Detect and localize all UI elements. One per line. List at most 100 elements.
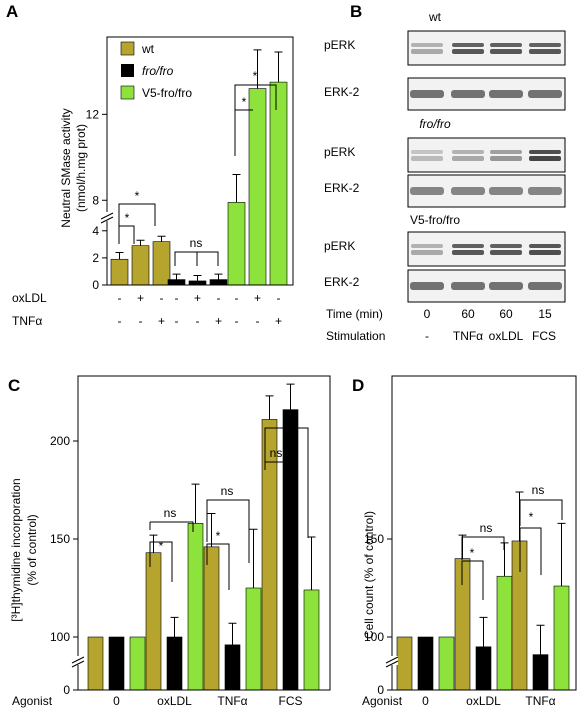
panel-a-bar-0-2 — [152, 241, 171, 286]
blot-erk2-wt-band — [489, 90, 523, 98]
panel-d-errorbar-2-2 — [557, 522, 566, 587]
sig-a1: * — [125, 211, 130, 225]
panel-d-errorbar-1-1 — [479, 616, 488, 647]
blot-perk-wt-band-upper — [452, 43, 484, 47]
blot-title-wt: wt — [428, 10, 442, 24]
legend-label-v5: V5-fro/fro — [142, 86, 192, 100]
blot-erk2-wt-band — [410, 90, 444, 98]
panel-a-errorbar-0-2 — [157, 235, 166, 242]
panel-c-errorbar-3-2 — [307, 536, 316, 590]
panel-a-errorbar-1-0 — [172, 273, 181, 280]
panel-c-ylabel-line1: [³H]thymidine incorporation — [9, 478, 23, 621]
panel-a-ylabel-line1: Neutral SMase activity — [59, 108, 73, 227]
stim-1: TNFα — [453, 329, 483, 343]
sig-d1: ns — [480, 521, 493, 535]
blot-row-label-erk2-fro: ERK-2 — [324, 181, 360, 195]
panel-c-errorbar-2-1 — [228, 622, 237, 645]
panel-d-ytick-label: 0 — [377, 683, 384, 697]
panel-a-ytick-label: 4 — [92, 224, 99, 238]
blot-row-label-perk-wt: pERK — [324, 38, 355, 52]
panel-a-ytick-label: 12 — [86, 107, 100, 121]
blot-perk-fro-band-upper — [490, 150, 522, 154]
panel-d-ytick-label: 100 — [364, 630, 384, 644]
sig-c5: ns — [270, 446, 283, 460]
blot-perk-v5-band-upper — [452, 244, 484, 248]
bracket-c4 — [206, 543, 230, 590]
panel-a-ytick-label: 8 — [92, 193, 99, 207]
panel-a-errorbar-2-1 — [253, 49, 262, 89]
blot-perk-wt-band-lower — [490, 49, 522, 54]
panel-a-tnf-sign: + — [215, 314, 222, 328]
panel-a-bar-0-1 — [131, 245, 150, 286]
blot-perk-wt-band-lower — [529, 49, 561, 54]
blot-perk-v5-band-upper — [411, 244, 443, 248]
blot-row-label-perk-fro: pERK — [324, 145, 355, 159]
stim-0: - — [425, 329, 429, 343]
blot-perk-v5-band-lower — [452, 250, 484, 255]
panel-a-errorbar-0-0 — [115, 251, 124, 260]
bracket-a2 — [118, 203, 156, 226]
panel-c-axis-break — [71, 656, 85, 668]
panel-d-axis-break — [385, 656, 399, 668]
panel-c-axis: 0 oxLDL TNFα FCS 0 100 150 200 — [50, 375, 331, 708]
blot-perk-fro-band-lower — [490, 156, 522, 161]
bracket-c6 — [264, 427, 309, 538]
blot-perk-fro-band-upper — [411, 150, 443, 154]
bracket-d3 — [519, 499, 563, 526]
panel-c-bar-0-0 — [87, 636, 104, 691]
panel-a-bar-1-0 — [167, 279, 186, 286]
panel-d-bar-0-1 — [417, 636, 434, 691]
panel-c-errorbar-3-1 — [286, 383, 295, 410]
panel-a-errorbar-1-2 — [214, 273, 223, 280]
blot-perk-wt-band-upper — [411, 43, 443, 47]
panel-letter-a: A — [6, 2, 18, 21]
panel-a-oxldl-sign: + — [137, 291, 144, 305]
legend-label-fro: fro/fro — [142, 64, 174, 78]
stim-2: oxLDL — [489, 329, 524, 343]
panel-a-tnf-sign: - — [235, 314, 239, 328]
bracket-d4 — [519, 527, 542, 575]
sig-c2: * — [159, 539, 164, 553]
panel-d-ytick-label: 150 — [364, 532, 384, 546]
legend-swatch-fro — [121, 64, 134, 77]
sig-d3: ns — [532, 483, 545, 497]
blot-erk2-v5-band — [451, 282, 485, 290]
blot-perk-wt-band-lower — [411, 49, 443, 54]
panel-d-axis: 0 oxLDL TNFα 0 100 150 — [364, 375, 577, 708]
panel-a-oxldl-sign: - — [175, 291, 179, 305]
panel-c-category-label: 0 — [113, 694, 120, 708]
time-3: 15 — [538, 307, 552, 321]
stim-3: FCS — [532, 329, 556, 343]
blot-perk-v5-band-upper — [529, 244, 561, 248]
panel-a-tnf-sign: - — [256, 314, 260, 328]
panel-a-tnf-sign: + — [158, 314, 165, 328]
sig-d2: * — [470, 546, 475, 560]
panel-a-ytick-label: 0 — [92, 278, 99, 292]
sig-a5: * — [253, 69, 258, 83]
blot-erk2-v5-band — [528, 282, 562, 290]
panel-a-errorbar-2-0 — [232, 173, 241, 203]
sig-a2: * — [135, 189, 140, 203]
panel-a-bar-1-1 — [188, 280, 207, 286]
panel-c-agonist-label: Agonist — [12, 694, 53, 708]
blot-erk2-fro-band — [489, 187, 523, 195]
blot-erk2-v5-band — [489, 282, 523, 290]
sig-a3: ns — [190, 236, 203, 250]
blot-perk-v5-band-lower — [411, 250, 443, 255]
panel-a-tnf-sign: + — [275, 314, 282, 328]
blot-title-v5: V5-fro/fro — [410, 213, 460, 227]
panel-c-ytick-label: 0 — [63, 683, 70, 697]
panel-c-ytick-label: 200 — [50, 434, 70, 448]
panel-c-errorbar-3-0 — [265, 395, 274, 420]
bracket-a1 — [118, 225, 135, 244]
panel-d-frame — [391, 375, 577, 691]
bracket-c1 — [150, 521, 194, 532]
panel-a-tnf-sign: - — [118, 314, 122, 328]
panel-c-category-label: FCS — [279, 694, 303, 708]
panel-d-bar-0-2 — [438, 636, 455, 691]
panel-c-bar-2-0 — [203, 546, 220, 691]
blot-perk-wt-band-upper — [490, 43, 522, 47]
blot-perk-v5-band-upper — [490, 244, 522, 248]
panel-a-oxldl-sign: + — [254, 291, 261, 305]
